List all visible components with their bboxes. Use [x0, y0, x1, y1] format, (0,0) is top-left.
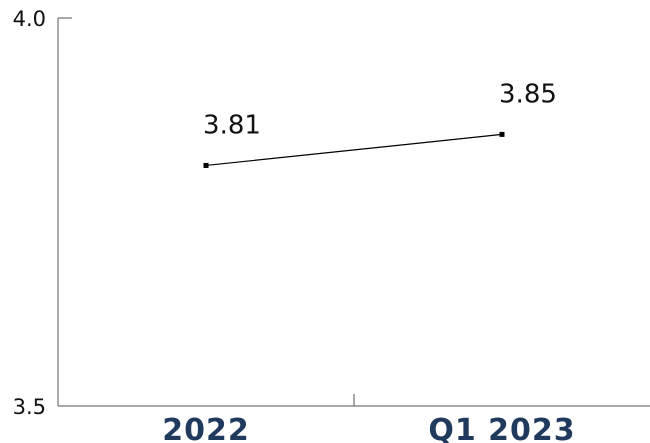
- data-label: 3.85: [499, 79, 557, 109]
- y-tick-label: 3.5: [13, 395, 46, 419]
- series-layer: [203, 131, 505, 168]
- x-tick-label: 2022: [162, 413, 250, 443]
- series-line: [205, 133, 503, 167]
- y-tick-label: 4.0: [13, 7, 46, 31]
- tick-labels: 3.5 4.0 2022 Q1 2023: [13, 7, 575, 443]
- data-labels: 3.81 3.85: [203, 79, 557, 140]
- x-tick-label: Q1 2023: [428, 413, 575, 443]
- axes: [57, 17, 650, 407]
- data-point: [499, 131, 505, 137]
- data-point: [203, 162, 209, 168]
- data-label: 3.81: [203, 110, 261, 140]
